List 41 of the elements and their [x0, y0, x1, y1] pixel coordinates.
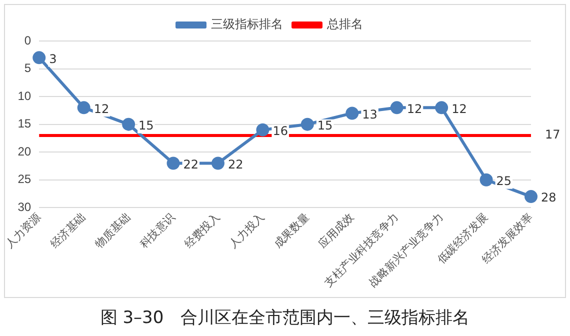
- legend-label: 总排名: [326, 17, 363, 32]
- y-tick-label: 20: [18, 144, 32, 158]
- data-label: 22: [183, 157, 199, 172]
- x-tick-label: 人力投入: [226, 210, 267, 251]
- data-label: 16: [272, 124, 288, 138]
- point: [166, 156, 180, 170]
- point: [480, 173, 493, 186]
- x-tick-label: 科技意识: [137, 210, 178, 251]
- data-label: 15: [138, 118, 154, 132]
- data-label: 17: [545, 128, 560, 142]
- point: [300, 118, 314, 131]
- data-label: 3: [49, 52, 57, 66]
- point: [435, 101, 448, 114]
- legend-label: 三级指标排名: [211, 17, 283, 32]
- x-tick-label: 成果数量: [271, 210, 312, 251]
- data-label: 15: [317, 118, 333, 132]
- point: [77, 101, 90, 114]
- y-tick-label: 25: [18, 172, 32, 186]
- y-tick-label: 15: [18, 116, 32, 131]
- point: [524, 190, 538, 204]
- data-label: 12: [452, 102, 467, 116]
- point: [32, 51, 46, 64]
- x-tick-label: 物质基础: [92, 210, 133, 251]
- text: 图 3–30 合川区在全市范围内一、三级指标排名: [99, 307, 471, 329]
- data-label: 12: [94, 102, 110, 116]
- point: [256, 123, 270, 136]
- y-tick-label: 10: [18, 88, 32, 103]
- y-tick-label: 5: [24, 61, 32, 76]
- point: [122, 118, 136, 131]
- data-label: 13: [362, 107, 378, 122]
- data-label: 25: [496, 174, 512, 188]
- x-tick-label: 经费投入: [182, 210, 222, 251]
- y-tick-label: 0: [24, 33, 32, 48]
- data-label: 22: [228, 157, 244, 172]
- point: [346, 106, 359, 120]
- data-label: 28: [541, 190, 556, 205]
- data-label: 12: [406, 102, 422, 116]
- x-tick-label: 应用成效: [316, 210, 356, 251]
- x-tick-label: 经济基础: [48, 210, 88, 251]
- point: [390, 101, 404, 114]
- point: [211, 156, 224, 170]
